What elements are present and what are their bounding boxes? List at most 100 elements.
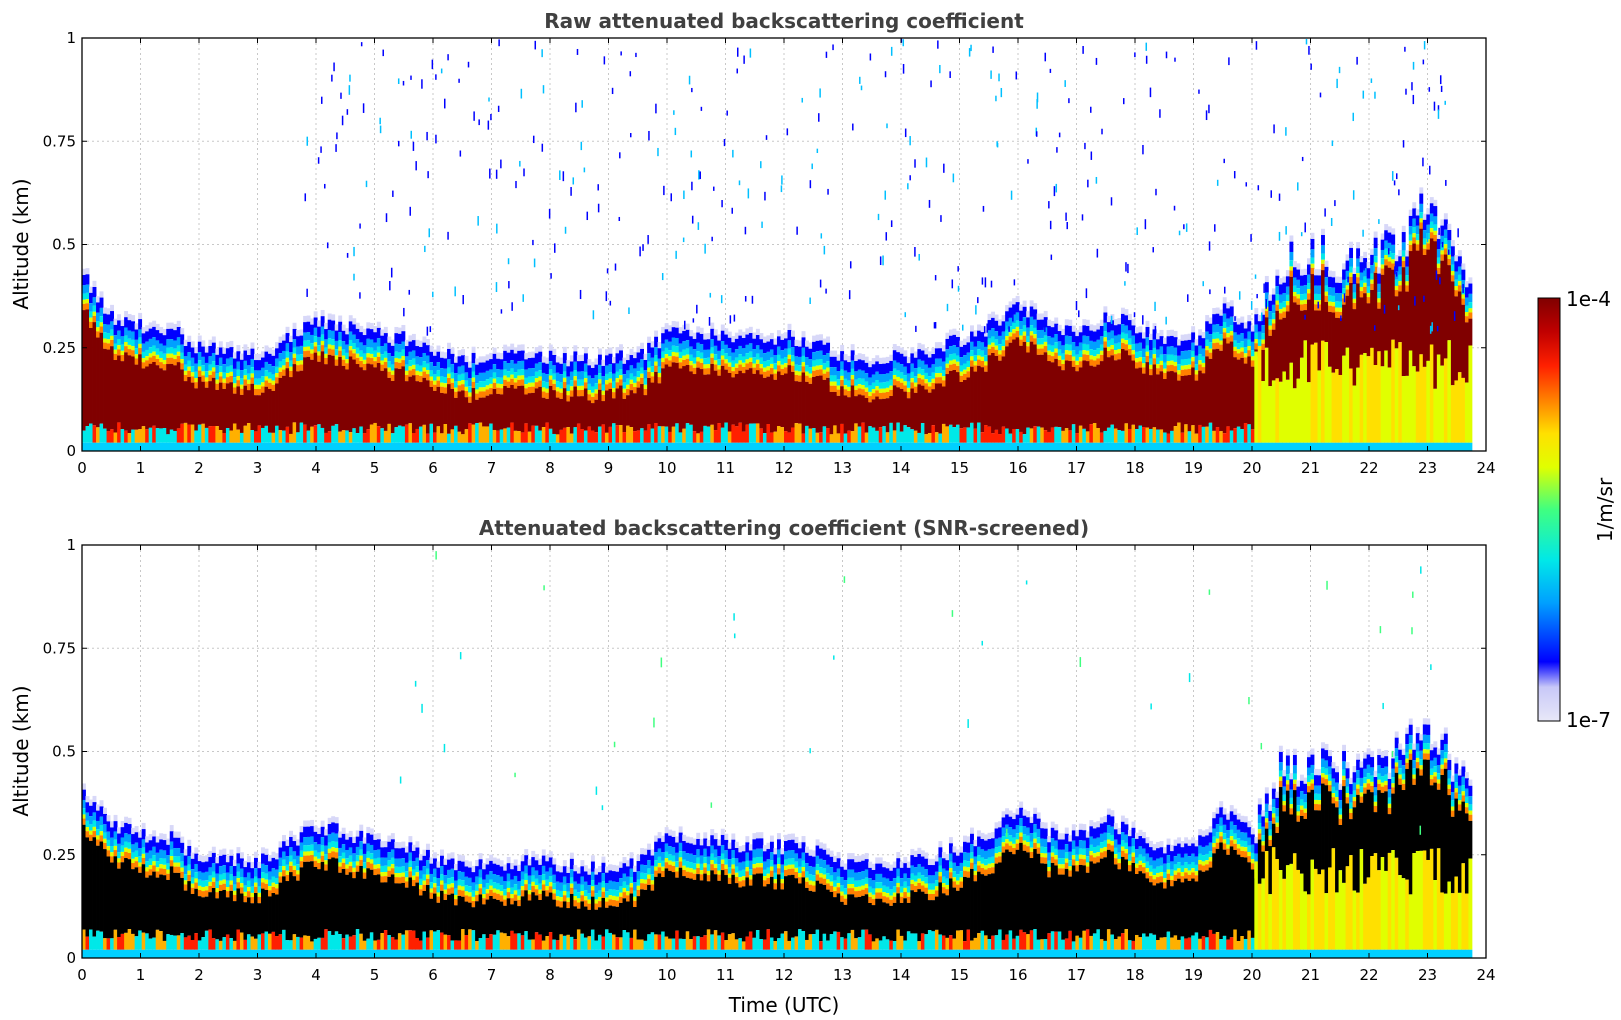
heatmap-column bbox=[1180, 334, 1185, 451]
heatmap-column bbox=[1271, 288, 1276, 451]
heatmap-cell bbox=[496, 383, 501, 388]
heatmap-cell bbox=[1408, 240, 1413, 245]
heatmap-cell bbox=[99, 326, 104, 333]
heatmap-cell bbox=[1138, 326, 1143, 333]
heatmap-cell bbox=[310, 334, 315, 344]
heatmap-column bbox=[938, 342, 943, 451]
heatmap-cell bbox=[478, 391, 483, 398]
heatmap-column bbox=[857, 353, 862, 451]
heatmap-cell bbox=[738, 360, 743, 365]
heatmap-cell bbox=[787, 365, 792, 433]
heatmap-cell bbox=[110, 311, 114, 322]
heatmap-cell bbox=[590, 396, 595, 404]
noise-speckle bbox=[690, 150, 693, 158]
heatmap-cell bbox=[798, 442, 802, 451]
heatmap-cell bbox=[819, 432, 824, 443]
heatmap-cell bbox=[366, 338, 371, 348]
heatmap-cell bbox=[1461, 294, 1466, 299]
heatmap-cell bbox=[1271, 313, 1276, 320]
heatmap-cell bbox=[159, 874, 164, 932]
heatmap-cell bbox=[1040, 319, 1045, 330]
heatmap-cell bbox=[239, 442, 244, 451]
x-tick-label: 14 bbox=[891, 459, 910, 477]
heatmap-cell bbox=[169, 353, 174, 358]
heatmap-cell bbox=[1061, 345, 1066, 354]
x-tick-label: 4 bbox=[311, 459, 321, 477]
noise-speckle bbox=[389, 280, 391, 291]
heatmap-cell bbox=[106, 314, 111, 325]
heatmap-cell bbox=[1078, 367, 1083, 426]
heatmap-cell bbox=[780, 368, 785, 376]
heatmap-cell bbox=[1198, 345, 1203, 355]
heatmap-cell bbox=[910, 382, 915, 389]
heatmap-cell bbox=[1085, 431, 1090, 443]
heatmap-cell bbox=[657, 348, 662, 359]
heatmap-cell bbox=[913, 430, 918, 443]
heatmap-cell bbox=[166, 838, 171, 845]
heatmap-cell bbox=[236, 345, 241, 352]
heatmap-cell bbox=[201, 346, 206, 357]
noise-speckle bbox=[1065, 212, 1067, 221]
heatmap-cell bbox=[1250, 325, 1255, 332]
heatmap-cell bbox=[176, 935, 181, 950]
heatmap-cell bbox=[359, 361, 364, 368]
heatmap-cell bbox=[327, 354, 332, 432]
heatmap-cell bbox=[162, 864, 167, 869]
noise-speckle bbox=[533, 258, 536, 268]
heatmap-cell bbox=[692, 357, 697, 364]
heatmap-cell bbox=[1359, 297, 1364, 355]
heatmap-cell bbox=[1328, 276, 1332, 288]
heatmap-cell bbox=[1085, 354, 1090, 362]
heatmap-cell bbox=[622, 432, 627, 443]
heatmap-cell bbox=[1440, 235, 1445, 245]
heatmap-cell bbox=[1240, 341, 1245, 348]
heatmap-cell bbox=[833, 442, 838, 451]
heatmap-cell bbox=[643, 442, 648, 451]
heatmap-cell bbox=[1268, 442, 1273, 451]
heatmap-column bbox=[541, 356, 546, 451]
heatmap-cell bbox=[706, 357, 711, 364]
heatmap-column bbox=[440, 351, 444, 451]
heatmap-column bbox=[1310, 232, 1315, 451]
heatmap-cell bbox=[239, 432, 244, 443]
heatmap-cell bbox=[706, 442, 711, 451]
heatmap-cell bbox=[331, 349, 336, 356]
heatmap-cell bbox=[110, 442, 114, 451]
heatmap-cell bbox=[738, 422, 743, 443]
heatmap-cell bbox=[232, 368, 237, 378]
heatmap-cell bbox=[1120, 442, 1125, 451]
heatmap-cell bbox=[1068, 336, 1073, 345]
heatmap-cell bbox=[239, 868, 244, 878]
heatmap-cell bbox=[1078, 442, 1083, 451]
noise-speckle bbox=[570, 187, 572, 196]
heatmap-cell bbox=[341, 330, 346, 342]
heatmap-cell bbox=[492, 388, 497, 430]
heatmap-cell bbox=[724, 328, 729, 335]
heatmap-cell bbox=[654, 347, 659, 356]
heatmap-cell bbox=[1187, 339, 1192, 351]
heatmap-cell bbox=[784, 348, 788, 357]
heatmap-cell bbox=[246, 383, 251, 391]
heatmap-cell bbox=[1019, 304, 1024, 311]
heatmap-cell bbox=[201, 442, 206, 451]
heatmap-cell bbox=[99, 291, 104, 298]
heatmap-cell bbox=[741, 373, 746, 432]
heatmap-cell bbox=[201, 886, 206, 892]
heatmap-column bbox=[1166, 330, 1171, 451]
heatmap-cell bbox=[633, 358, 637, 369]
heatmap-cell bbox=[229, 849, 234, 856]
heatmap-cell bbox=[292, 347, 297, 354]
heatmap-cell bbox=[1040, 338, 1045, 345]
heatmap-cell bbox=[538, 351, 543, 363]
heatmap-column bbox=[229, 340, 234, 451]
heatmap-cell bbox=[489, 369, 494, 378]
heatmap-cell bbox=[296, 442, 301, 451]
heatmap-column bbox=[218, 849, 223, 958]
heatmap-cell bbox=[1292, 302, 1297, 389]
heatmap-cell bbox=[531, 357, 536, 369]
noise-speckle bbox=[1010, 190, 1013, 200]
heatmap-cell bbox=[503, 361, 508, 370]
heatmap-cell bbox=[1314, 304, 1318, 311]
heatmap-cell bbox=[211, 442, 216, 451]
heatmap-cell bbox=[408, 335, 413, 342]
